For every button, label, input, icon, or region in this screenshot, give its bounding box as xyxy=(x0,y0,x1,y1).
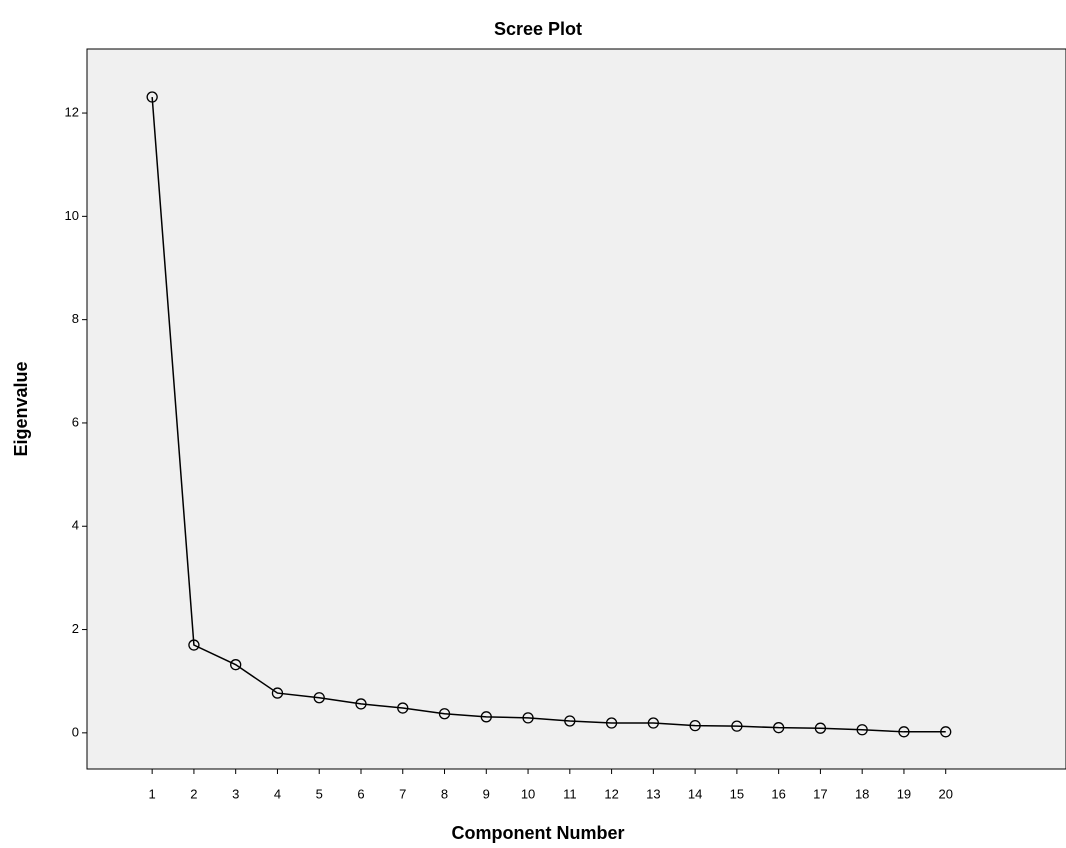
x-axis-title: Component Number xyxy=(452,823,625,843)
plot-area xyxy=(87,49,1066,769)
x-tick-label: 9 xyxy=(483,786,490,801)
x-tick-label: 13 xyxy=(646,786,660,801)
y-tick-label: 6 xyxy=(72,414,79,429)
chart-title: Scree Plot xyxy=(494,19,582,39)
x-tick-label: 10 xyxy=(521,786,535,801)
x-tick-label: 8 xyxy=(441,786,448,801)
x-tick-label: 19 xyxy=(897,786,911,801)
y-tick-label: 0 xyxy=(72,724,79,739)
x-tick-label: 4 xyxy=(274,786,281,801)
y-tick-label: 4 xyxy=(72,518,79,533)
x-tick-label: 17 xyxy=(813,786,827,801)
x-tick-label: 5 xyxy=(316,786,323,801)
x-tick-label: 14 xyxy=(688,786,702,801)
x-tick-label: 18 xyxy=(855,786,869,801)
y-tick-label: 10 xyxy=(65,208,79,223)
y-tick-label: 8 xyxy=(72,311,79,326)
x-tick-label: 20 xyxy=(938,786,952,801)
y-tick-label: 12 xyxy=(65,104,79,119)
x-tick-label: 12 xyxy=(604,786,618,801)
x-tick-label: 3 xyxy=(232,786,239,801)
y-tick-label: 2 xyxy=(72,621,79,636)
x-tick-label: 7 xyxy=(399,786,406,801)
y-axis-title: Eigenvalue xyxy=(11,361,31,456)
x-tick-label: 2 xyxy=(190,786,197,801)
x-tick-label: 6 xyxy=(357,786,364,801)
x-tick-label: 16 xyxy=(771,786,785,801)
x-tick-label: 11 xyxy=(563,786,577,801)
chart: Scree Plot Component Number Eigenvalue 0… xyxy=(0,0,1066,848)
page: {"chart_data": {"type": "line", "title":… xyxy=(0,0,1066,848)
x-tick-label: 1 xyxy=(149,786,156,801)
x-tick-label: 15 xyxy=(730,786,744,801)
